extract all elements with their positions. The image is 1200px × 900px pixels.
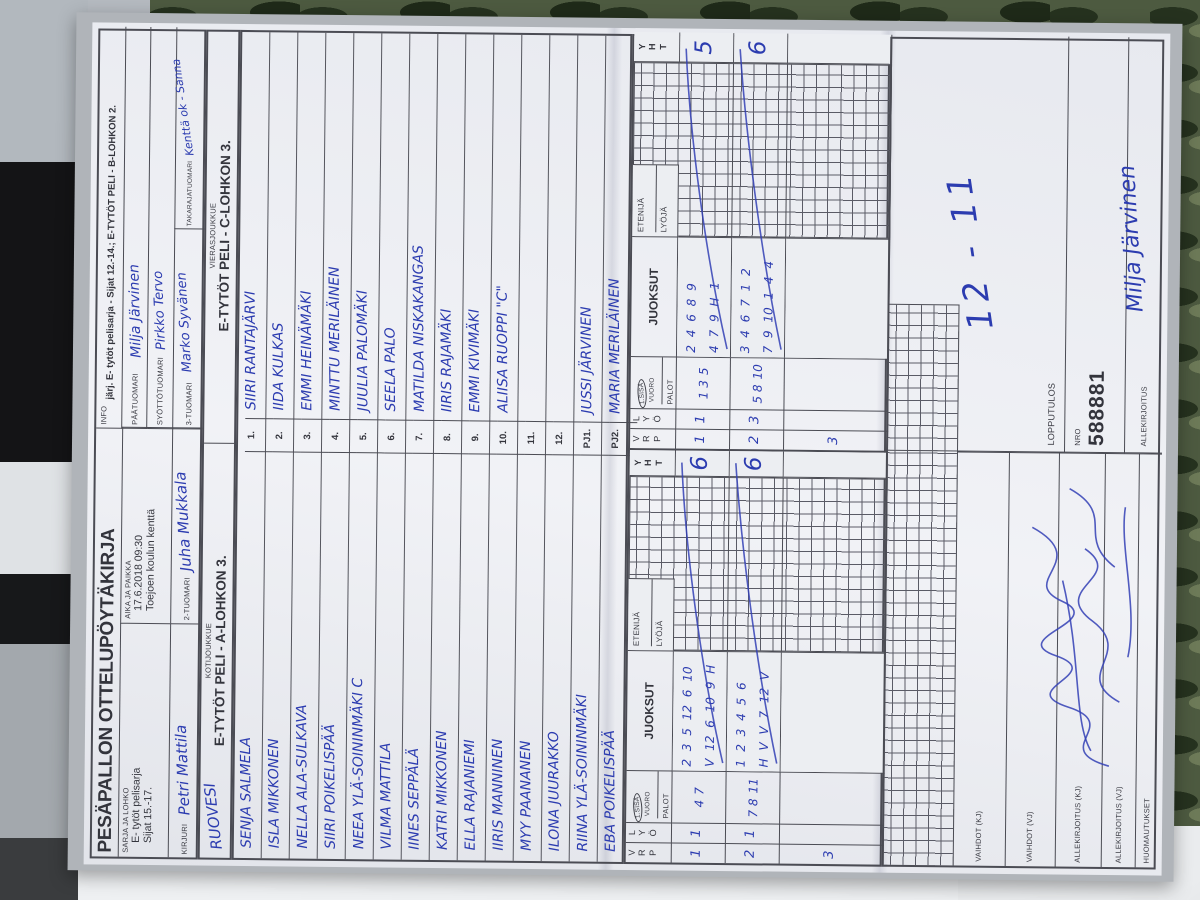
extra-squares-band xyxy=(883,450,958,866)
vaihdot-vj-label: VAIHDOT (VJ) xyxy=(1024,811,1035,863)
bottom-section: VAIHDOT (KJ) VAIHDOT (VJ) ALLEKIRJOITUS … xyxy=(881,34,1167,870)
kirjuri-cell: KIRJURI Petri Mattila xyxy=(167,623,201,858)
vaihdot-kj-label: VAIHDOT (KJ) xyxy=(973,810,984,862)
table-shadow-corner xyxy=(0,838,78,900)
allekirjoitus-label: ALLEKIRJOITUS xyxy=(1139,386,1149,447)
home-player-name: EBA POIKELISPÄÄ xyxy=(601,729,619,852)
allekirjoitus-cell: ALLEKIRJOITUS Milja Järvinen xyxy=(1115,37,1167,454)
lopputulos-cell: LOPPUTULOS 12 - 11 xyxy=(887,34,1070,453)
tuomari3-label: 3-TUOMARI xyxy=(184,382,194,426)
kirjuri-label: KIRJURI xyxy=(179,823,190,855)
home-player-name: NELLA ALA-SULKAVA xyxy=(294,704,312,849)
tuomari3-cell: 3-TUOMARI Marko Syvänen xyxy=(172,229,205,430)
tuomari3-value: Marko Syvänen xyxy=(174,271,196,373)
form-header: PESÄPALLON OTTELUPÖYTÄKIRJA INFO järj. E… xyxy=(89,26,207,860)
allekirjoitus-kj-label: ALLEKIRJOITUS (KJ) xyxy=(1072,785,1083,863)
home-player-name: ELLA RAJANIEMI xyxy=(461,739,479,851)
syottotuomari-value: Pirkko Tervo xyxy=(150,270,170,351)
away-player-name: SIIRI RANTAJÄRVI xyxy=(242,290,260,411)
signature-kj xyxy=(1031,526,1110,767)
huomautukset-cell: HUOMAUTUKSET xyxy=(1135,453,1162,868)
home-player-name: NEEA YLÄ-SOININMÄKI C xyxy=(350,677,368,850)
away-player-name: MINTTU MERILÄINEN xyxy=(326,266,344,411)
away-player-name: IIRIS RAJAMÄKI xyxy=(438,308,456,413)
aika-cell: AIKA JA PAIKKA 17.6.2018 09:30 Toejoen k… xyxy=(120,426,173,624)
nro-value: 588881 xyxy=(1085,369,1109,447)
huomautukset-label: HUOMAUTUKSET xyxy=(1141,798,1152,864)
info-label: INFO xyxy=(99,405,109,425)
away-team-cell: VIERASJOUKKUE E-TYTÖT PELI - C-LOHKON 3. xyxy=(204,28,238,444)
tuomari2-cell: 2-TUOMARI Juha Mukkala xyxy=(170,427,203,624)
form-title: PESÄPALLON OTTELUPÖYTÄKIRJA xyxy=(94,528,120,853)
paatuomari-label: PÄÄTUOMARI xyxy=(130,373,140,425)
away-player-name: SEELA PALO xyxy=(382,327,400,412)
away-player-name: EMMI HEINÄMÄKI xyxy=(298,290,316,411)
home-player-name: VILMA MATTILA xyxy=(377,742,395,850)
home-player-name: MYY PAANANEN xyxy=(517,740,535,852)
home-player-name: IINES SEPPÄLÄ xyxy=(405,747,423,850)
away-player-name: ALIISA RUOPPI "C" xyxy=(494,284,512,413)
takaraja-label: TAKARAJATUOMARI xyxy=(186,160,194,227)
home-player-name: IIRIS MANNINEN xyxy=(489,738,507,851)
paatuomari-value: Milja Järvinen xyxy=(126,263,145,359)
home-player-name: ILONA JUURAKKO xyxy=(545,731,563,852)
nro-label: NRO xyxy=(1073,428,1083,446)
lopputulos-label: LOPPUTULOS xyxy=(1046,382,1057,446)
away-player-name: MATILDA NISKAKANGAS xyxy=(410,245,428,412)
aika-line2: Toejoen koulun kenttä xyxy=(144,508,158,612)
scoresheet-form: PESÄPALLON OTTELUPÖYTÄKIRJA INFO järj. E… xyxy=(83,22,1171,876)
away-player-name: MARIA MERILÄINEN xyxy=(606,278,624,414)
tuomari2-label: 2-TUOMARI xyxy=(182,577,192,621)
away-team-name: E-TYTÖT PELI - C-LOHKON 3. xyxy=(216,140,234,332)
home-team-cell: RUOVESI KOTIJOUKKUE E-TYTÖT PELI - A-LOH… xyxy=(199,442,235,858)
allekirjoitus-kj-cell: ALLEKIRJOITUS (KJ) xyxy=(1031,452,1110,867)
tuomari2-value: Juha Mukkala xyxy=(171,471,196,572)
gray-wall-left xyxy=(0,0,88,162)
signature-vj xyxy=(1069,487,1132,703)
home-player-name: KATRI MIKKONEN xyxy=(433,730,451,851)
paper-sheet: PESÄPALLON OTTELUPÖYTÄKIRJA INFO järj. E… xyxy=(83,22,1171,876)
away-player-name: EMMI KIVIMÄKI xyxy=(466,308,484,413)
home-player-name: RIINA YLÄ-SOININMÄKI xyxy=(574,693,592,852)
away-player-name: IIDA KULKAS xyxy=(270,322,288,411)
roster-table: SENJA SALMELA 1. SIIRI RANTAJÄRVI ISLA MIKK… xyxy=(231,29,638,864)
kirjuri-value: Petri Mattila xyxy=(171,724,194,816)
pen-lines xyxy=(681,462,778,764)
sarja-cell: SARJA JA LOHKO E- tytöt pelisarja Sijat … xyxy=(117,622,171,858)
syottotuomari-label: SYÖTTÖTUOMARI xyxy=(155,357,165,426)
pen-lines xyxy=(685,48,782,350)
info-value: järj. E- tytöt pelisarja - Sijat 12.-14.… xyxy=(104,104,119,400)
vaihdot-kj-cell: VAIHDOT (KJ) xyxy=(953,451,1010,866)
takaraja-cell: TAKARAJATUOMARI Kenttä ok - Sanna xyxy=(169,27,207,230)
home-player-name: ISLA MIKKONEN xyxy=(265,738,283,849)
lopputulos-squares xyxy=(888,303,960,451)
home-player-name: SIIRI POIKELISPÄÄ xyxy=(322,724,339,849)
allekirjoitus-vj-cell: ALLEKIRJOITUS (VJ) xyxy=(1069,453,1140,868)
sarja-line2: Sijat 15.-17. xyxy=(141,786,155,844)
away-player-name: JUULIA PALOMÄKI xyxy=(354,289,372,412)
allekirjoitus-vj-label: ALLEKIRJOITUS (VJ) xyxy=(1113,786,1124,864)
away-player-name: JUSSI JÄRVINEN xyxy=(578,306,596,414)
home-player-name: SENJA SALMELA xyxy=(237,737,255,849)
